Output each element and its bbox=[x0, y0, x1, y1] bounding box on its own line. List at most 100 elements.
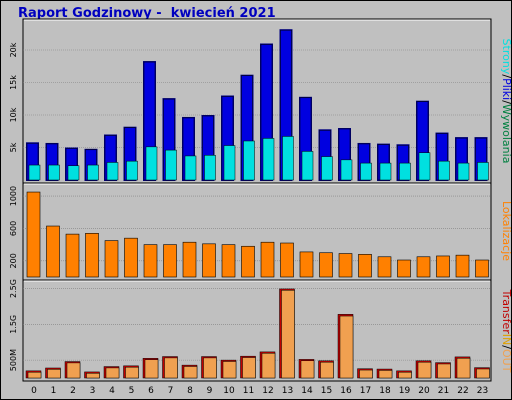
bar-transfer-out bbox=[203, 357, 217, 379]
bar-lokalizacje bbox=[319, 252, 333, 278]
x-tick-label: 5 bbox=[129, 386, 135, 396]
bar-lokalizacje bbox=[416, 256, 431, 278]
panel-transfer bbox=[22, 279, 492, 382]
bar-lokalizacje bbox=[85, 233, 99, 278]
bar-transfer-out bbox=[125, 366, 139, 379]
bar-transfer-out bbox=[86, 373, 100, 379]
bar-lokalizacje bbox=[163, 244, 177, 278]
bar-strony bbox=[165, 149, 177, 181]
x-tick-label: 20 bbox=[418, 386, 430, 396]
legend-strony-pliki-wywolania: Strony/Pliki/Wywolania bbox=[500, 39, 512, 164]
bar-transfer-out bbox=[300, 360, 315, 379]
bar-strony bbox=[145, 146, 158, 181]
bar-transfer-out bbox=[144, 359, 159, 379]
legend-part: Strony bbox=[500, 39, 512, 75]
bar-strony bbox=[48, 164, 60, 181]
y-tick-label: 5k bbox=[9, 142, 18, 152]
y-tick-label: 1.5G bbox=[9, 315, 18, 334]
page-title: Raport Godzinowy - kwiecień 2021 bbox=[18, 6, 276, 21]
bar-lokalizacje bbox=[46, 225, 60, 278]
bar-strony bbox=[262, 138, 275, 181]
bar-lokalizacje bbox=[299, 251, 314, 278]
bar-strony bbox=[184, 155, 197, 181]
x-tick-label: 14 bbox=[301, 386, 313, 396]
bar-strony bbox=[360, 162, 372, 181]
bar-transfer-out bbox=[164, 357, 178, 379]
bar-lokalizacje bbox=[182, 241, 197, 278]
bar-lokalizacje bbox=[358, 254, 372, 278]
bar-strony bbox=[282, 136, 294, 181]
legend-part: / bbox=[500, 345, 512, 349]
legend-part: Wywolania bbox=[500, 104, 512, 164]
x-tick-label: 15 bbox=[321, 386, 332, 396]
legend-part: Transfer bbox=[500, 289, 512, 335]
bar-strony bbox=[379, 162, 392, 181]
x-tick-label: 1 bbox=[51, 386, 57, 396]
x-tick-label: 19 bbox=[399, 386, 411, 396]
bar-transfer-out bbox=[183, 366, 198, 379]
x-tick-label: 22 bbox=[457, 386, 468, 396]
x-tick-label: 18 bbox=[379, 386, 391, 396]
bar-strony bbox=[223, 145, 236, 181]
x-tick-label: 8 bbox=[187, 386, 193, 396]
bar-lokalizacje bbox=[455, 254, 470, 278]
legend-part: IN bbox=[500, 334, 512, 345]
legend-lokalizacje: Lokalizacje bbox=[500, 201, 512, 261]
bar-lokalizacje bbox=[475, 259, 489, 278]
panel-strony-pliki-wywolania bbox=[22, 18, 492, 184]
x-tick-label: 4 bbox=[109, 386, 115, 396]
legend-part: / bbox=[500, 100, 512, 104]
bar-transfer-out bbox=[476, 368, 490, 379]
x-tick-label: 11 bbox=[243, 386, 254, 396]
bar-transfer-out bbox=[398, 371, 412, 379]
bar-strony bbox=[204, 155, 216, 181]
bar-strony bbox=[126, 160, 138, 181]
bar-strony bbox=[477, 162, 489, 181]
x-tick-label: 9 bbox=[207, 386, 213, 396]
bar-lokalizacje bbox=[436, 255, 450, 278]
bar-lokalizacje bbox=[202, 243, 216, 278]
x-tick-label: 2 bbox=[70, 386, 76, 396]
x-tick-label: 21 bbox=[438, 386, 449, 396]
bar-lokalizacje bbox=[124, 237, 138, 278]
y-tick-label: 10k bbox=[9, 107, 18, 122]
x-tick-label: 12 bbox=[262, 386, 273, 396]
bar-lokalizacje bbox=[280, 242, 294, 278]
bar-strony bbox=[340, 159, 353, 181]
bar-strony bbox=[399, 162, 411, 181]
bar-strony bbox=[243, 140, 255, 181]
bar-transfer-out bbox=[242, 357, 256, 379]
legend-part: OUT bbox=[500, 349, 512, 373]
bar-strony bbox=[457, 162, 470, 181]
legend-transfer: TransferIN/OUT bbox=[500, 289, 512, 373]
bar-strony bbox=[438, 160, 450, 181]
bar-lokalizacje bbox=[221, 244, 236, 278]
bar-strony bbox=[28, 164, 41, 181]
x-tick-label: 13 bbox=[282, 386, 293, 396]
bar-strony bbox=[301, 151, 314, 181]
y-tick-label: 200 bbox=[9, 253, 18, 268]
bar-strony bbox=[67, 165, 80, 181]
x-tick-label: 23 bbox=[477, 386, 488, 396]
bar-transfer-out bbox=[456, 358, 471, 379]
bar-transfer-out bbox=[281, 290, 295, 379]
y-tick-label: 1000 bbox=[9, 186, 18, 206]
legend-part: / bbox=[500, 74, 512, 78]
bar-lokalizacje bbox=[377, 256, 392, 278]
bar-transfer-out bbox=[105, 367, 120, 379]
bar-lokalizacje bbox=[104, 240, 119, 278]
y-tick-label: 600 bbox=[9, 221, 18, 236]
bar-lokalizacje bbox=[143, 244, 158, 278]
x-tick-label: 3 bbox=[90, 386, 96, 396]
bar-transfer-out bbox=[47, 369, 61, 379]
legend-part: Pliki bbox=[500, 78, 512, 100]
bar-strony bbox=[87, 164, 99, 181]
bar-strony bbox=[106, 162, 119, 181]
legend-part: Lokalizacje bbox=[500, 201, 512, 261]
y-tick-label: 2.5G bbox=[9, 279, 18, 298]
x-tick-label: 7 bbox=[168, 386, 174, 396]
bar-transfer-out bbox=[378, 370, 393, 379]
bar-lokalizacje bbox=[260, 241, 275, 278]
bar-lokalizacje bbox=[338, 253, 353, 278]
